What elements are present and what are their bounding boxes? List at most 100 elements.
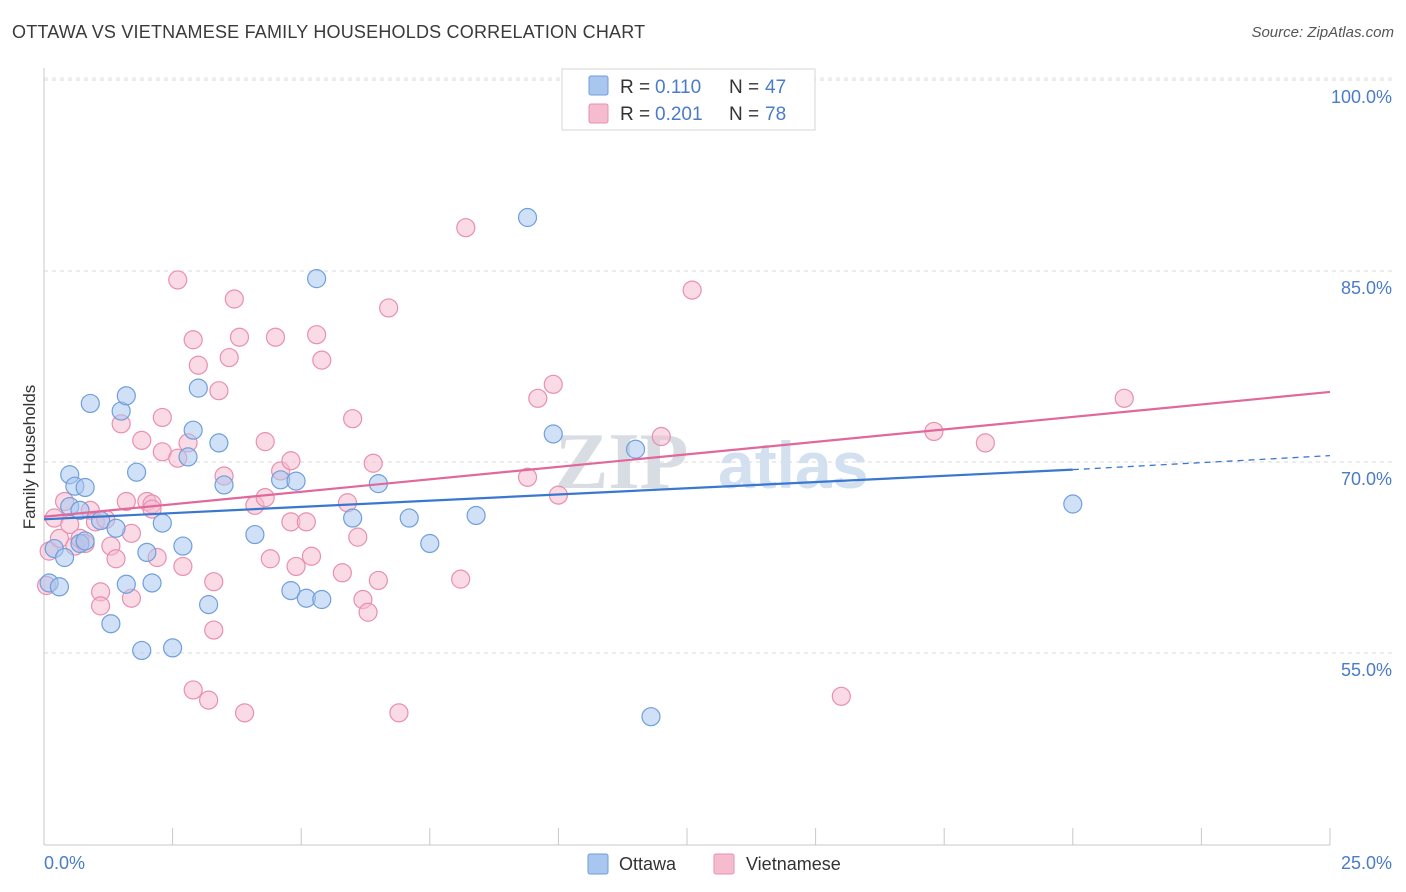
bottom-legend-swatch-ottawa [587, 853, 609, 875]
chart-title: OTTAWA VS VIETNAMESE FAMILY HOUSEHOLDS C… [12, 22, 646, 42]
trend-lines [43, 390, 1331, 521]
series-legend: Ottawa Vietnamese [587, 853, 841, 875]
ottawa-point [312, 589, 332, 610]
ottawa-point [214, 475, 234, 495]
x-tick-label-min: 0.0% [44, 853, 85, 873]
vietnamese-point [235, 703, 255, 723]
ottawa-point [75, 477, 95, 498]
vietnamese-point [307, 325, 327, 345]
y-tick-label-55: 55.0% [1341, 660, 1392, 680]
ottawa-trend-line [43, 468, 1073, 521]
vietnamese-point [301, 546, 322, 566]
vietnamese-point [204, 620, 224, 640]
vietnamese-point [332, 563, 352, 583]
ottawa-point [152, 513, 172, 533]
bottom-legend-label-vietnamese: Vietnamese [746, 854, 841, 874]
vietnamese-point [368, 570, 388, 591]
ottawa-point [126, 462, 147, 482]
ottawa-point [641, 707, 661, 727]
y-tick-label-70: 70.0% [1341, 469, 1392, 489]
vietnamese-point [152, 407, 172, 428]
ottawa-point [75, 531, 95, 551]
vietnamese-point [543, 374, 563, 394]
vietnamese-point [173, 556, 193, 577]
vietnamese-point [517, 467, 538, 487]
ottawa-point [178, 447, 198, 467]
ottawa-point [188, 378, 208, 398]
vietnamese-point [451, 569, 471, 589]
ottawa-point [183, 420, 203, 440]
ottawa-point [116, 574, 136, 594]
vietnamese-point [975, 433, 995, 453]
vietnamese-points [36, 218, 1134, 723]
ottawa-point [199, 595, 219, 615]
ottawa-point [281, 581, 301, 601]
ottawa-point [54, 547, 75, 568]
legend-swatch-ottawa [588, 75, 609, 96]
vietnamese-point [219, 347, 239, 368]
vietnamese-point [343, 409, 363, 429]
vietnamese-point [183, 330, 203, 350]
legend-r-value-vietnamese: 0.201 [655, 104, 703, 125]
watermark-atlas: atlas [718, 428, 868, 502]
vietnamese-point [296, 512, 316, 532]
vietnamese-point [188, 355, 208, 375]
ottawa-point [420, 533, 440, 554]
vietnamese-point [358, 602, 378, 622]
vietnamese-point [132, 430, 152, 450]
ottawa-point [543, 424, 563, 444]
bottom-legend-label-ottawa: Ottawa [619, 854, 677, 874]
y-axis-title: Family Households [20, 385, 39, 530]
ottawa-point [101, 614, 121, 634]
vietnamese-point [168, 270, 188, 290]
ottawa-points [39, 207, 1083, 727]
legend-r-label-vietnamese: R = [620, 104, 650, 125]
ottawa-point [1063, 494, 1083, 514]
vietnamese-point [682, 280, 702, 300]
ottawa-point [625, 439, 646, 459]
vietnamese-point [651, 426, 671, 447]
vietnamese-point [90, 596, 111, 616]
legend-r-value-ottawa: 0.110 [655, 77, 701, 98]
vietnamese-point [106, 549, 126, 569]
source-label: Source: ZipAtlas.com [1251, 24, 1394, 41]
vietnamese-point [348, 527, 368, 547]
ottawa-point [132, 640, 152, 661]
vietnamese-point [281, 451, 301, 471]
legend-n-value-ottawa: 47 [765, 77, 786, 98]
ottawa-point [80, 393, 100, 414]
vietnamese-point [265, 327, 286, 347]
ottawa-point [307, 269, 327, 289]
vietnamese-point [183, 680, 203, 700]
ottawa-point [173, 536, 193, 556]
ottawa-point [106, 518, 126, 538]
correlation-legend: R = 0.110 N = 47 R = 0.201 N = 78 [561, 68, 816, 131]
vietnamese-point [209, 381, 229, 401]
ottawa-point [343, 508, 363, 528]
vietnamese-point [116, 491, 136, 512]
y-tick-label-100: 100.0% [1331, 87, 1392, 107]
ottawa-point [49, 577, 70, 597]
ottawa-point [517, 207, 538, 228]
vietnamese-point [312, 350, 332, 370]
vietnamese-point [363, 453, 383, 473]
vietnamese-point [255, 488, 275, 508]
vietnamese-point [260, 549, 280, 569]
legend-r-label-ottawa: R = [620, 77, 650, 98]
vietnamese-point [204, 572, 224, 592]
ottawa-point [70, 500, 90, 520]
vietnamese-point [831, 686, 851, 706]
vietnamese-point [199, 690, 219, 710]
ottawa-point [142, 573, 162, 593]
legend-swatch-vietnamese [588, 103, 609, 124]
legend-n-label-vietnamese: N = [729, 104, 759, 125]
legend-n-value-vietnamese: 78 [765, 104, 786, 125]
ottawa-point [137, 542, 157, 563]
vietnamese-point [255, 432, 275, 452]
ottawa-point [466, 505, 486, 526]
vietnamese-point [456, 218, 476, 238]
y-tick-labels: 55.0% 70.0% 85.0% 100.0% [1331, 87, 1392, 680]
x-tick-label-max: 25.0% [1341, 853, 1392, 873]
bottom-legend-swatch-vietnamese [713, 853, 735, 875]
